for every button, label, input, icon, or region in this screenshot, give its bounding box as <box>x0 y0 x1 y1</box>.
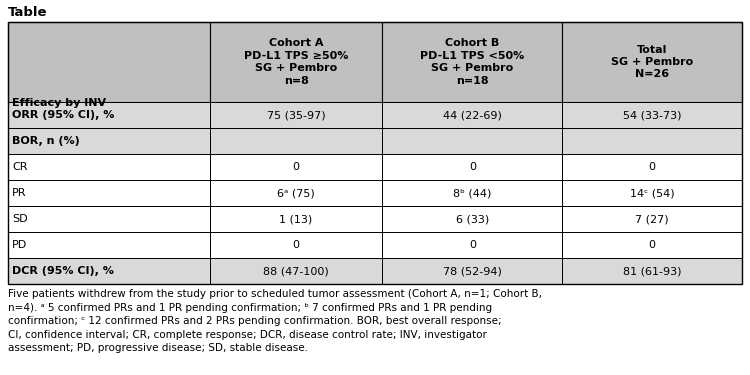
Text: PD: PD <box>12 240 27 250</box>
Bar <box>382 258 562 284</box>
Bar <box>8 22 210 102</box>
Text: 0: 0 <box>469 162 476 172</box>
Text: 6 (33): 6 (33) <box>456 214 489 224</box>
Bar <box>382 180 562 206</box>
Bar <box>382 22 562 102</box>
Text: SD: SD <box>12 214 28 224</box>
Bar <box>562 22 742 102</box>
Text: Cohort A
PD-L1 TPS ≥50%
SG + Pembro
n=8: Cohort A PD-L1 TPS ≥50% SG + Pembro n=8 <box>244 38 348 86</box>
Text: 0: 0 <box>649 240 656 250</box>
Text: Cohort B
PD-L1 TPS <50%
SG + Pembro
n=18: Cohort B PD-L1 TPS <50% SG + Pembro n=18 <box>420 38 524 86</box>
Bar <box>8 206 210 232</box>
Text: 0: 0 <box>292 240 299 250</box>
Text: 8ᵇ (44): 8ᵇ (44) <box>453 188 491 198</box>
Bar <box>562 232 742 258</box>
Text: 14ᶜ (54): 14ᶜ (54) <box>630 188 674 198</box>
Bar <box>562 154 742 180</box>
Bar <box>8 102 210 128</box>
Bar <box>382 154 562 180</box>
Text: 81 (61-93): 81 (61-93) <box>622 266 681 276</box>
Bar <box>8 128 210 154</box>
Bar <box>210 128 382 154</box>
Text: 0: 0 <box>469 240 476 250</box>
Bar <box>8 232 210 258</box>
Text: 78 (52-94): 78 (52-94) <box>442 266 502 276</box>
Text: 54 (33-73): 54 (33-73) <box>622 110 681 120</box>
Bar <box>210 22 382 102</box>
Bar <box>562 128 742 154</box>
Bar <box>562 206 742 232</box>
Bar <box>562 102 742 128</box>
Text: 0: 0 <box>649 162 656 172</box>
Bar <box>210 206 382 232</box>
Text: CR: CR <box>12 162 28 172</box>
Text: BOR, n (%): BOR, n (%) <box>12 136 80 146</box>
Bar <box>210 180 382 206</box>
Text: Efficacy by INV: Efficacy by INV <box>12 98 106 108</box>
Text: 6ᵃ (75): 6ᵃ (75) <box>278 188 315 198</box>
Text: 1 (13): 1 (13) <box>280 214 313 224</box>
Bar <box>8 22 742 284</box>
Bar <box>382 102 562 128</box>
Bar <box>8 258 210 284</box>
Text: 88 (47-100): 88 (47-100) <box>263 266 329 276</box>
Bar <box>562 258 742 284</box>
Text: 75 (35-97): 75 (35-97) <box>267 110 326 120</box>
Bar <box>562 180 742 206</box>
Bar <box>382 206 562 232</box>
Text: 44 (22-69): 44 (22-69) <box>442 110 502 120</box>
Bar <box>8 180 210 206</box>
Bar <box>210 232 382 258</box>
Bar <box>8 154 210 180</box>
Text: DCR (95% CI), %: DCR (95% CI), % <box>12 266 114 276</box>
Bar <box>210 258 382 284</box>
Bar <box>210 154 382 180</box>
Text: Total
SG + Pembro
N=26: Total SG + Pembro N=26 <box>611 45 693 80</box>
Text: 7 (27): 7 (27) <box>635 214 669 224</box>
Text: Table: Table <box>8 6 47 19</box>
Text: PR: PR <box>12 188 26 198</box>
Text: ORR (95% CI), %: ORR (95% CI), % <box>12 110 114 120</box>
Bar <box>382 232 562 258</box>
Bar <box>210 102 382 128</box>
Bar <box>382 128 562 154</box>
Text: Five patients withdrew from the study prior to scheduled tumor assessment (Cohor: Five patients withdrew from the study pr… <box>8 289 542 353</box>
Text: 0: 0 <box>292 162 299 172</box>
